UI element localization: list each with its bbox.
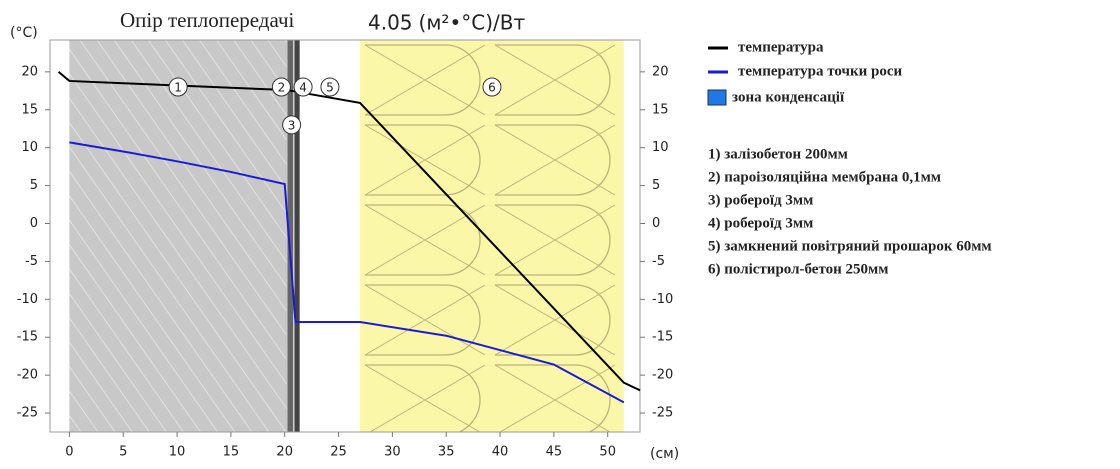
plot-frame — [49, 39, 641, 433]
x-tick-label: 45 — [546, 445, 563, 460]
layer-marker — [293, 77, 313, 97]
layer-marker-label: 4 — [299, 81, 307, 95]
series-line — [69, 141, 625, 404]
layer-marker-label: 3 — [288, 118, 296, 132]
layer — [286, 40, 288, 432]
y2-tick-label: 15 — [652, 102, 669, 117]
y2-tick-label: -5 — [652, 254, 665, 269]
legend-swatch — [707, 89, 727, 106]
x-tick-label: 0 — [65, 445, 73, 460]
y2-tick-label: -25 — [652, 406, 673, 421]
y-tick-label: 10 — [21, 140, 38, 155]
legend-label: температура — [738, 39, 824, 55]
y2-tick-label: 20 — [652, 64, 669, 79]
legend-label: зона конденсації — [732, 89, 845, 105]
layer-description: 2) пароізоляційна мембрана 0,1мм — [708, 169, 941, 185]
y-tick-label: -15 — [17, 330, 38, 345]
y-tick-label: -25 — [17, 406, 38, 421]
y-tick-label: 20 — [21, 64, 38, 79]
layer — [299, 40, 361, 432]
y-tick-label: -20 — [17, 368, 38, 383]
plot-area — [69, 40, 624, 432]
layer-pattern — [360, 40, 624, 432]
y-axis-label: (°C) — [10, 25, 38, 41]
x-tick-label: 40 — [492, 445, 509, 460]
x-tick-label: 20 — [276, 445, 293, 460]
layer-description: 5) замкнений повітряний прошарок 60мм — [708, 238, 992, 254]
y2-tick-label: -10 — [652, 292, 673, 307]
layer-marker — [320, 77, 340, 97]
y-tick-label: 15 — [21, 102, 38, 117]
layer-marker — [271, 77, 291, 97]
layer-marker-label: 6 — [488, 81, 496, 95]
y2-tick-label: 0 — [652, 216, 660, 231]
x-tick-label: 35 — [438, 445, 455, 460]
layer-description: 6) полістирол-бетон 250мм — [708, 261, 888, 277]
y-tick-label: -10 — [17, 292, 38, 307]
resistance-value: 4.05 — [368, 11, 413, 35]
x-axis-label: (см) — [650, 446, 679, 462]
y2-tick-label: 5 — [652, 178, 660, 193]
y2-tick-label: -20 — [652, 368, 673, 383]
layer-marker-label: 5 — [326, 81, 334, 95]
layer-marker-label: 1 — [174, 81, 182, 95]
layer-hatch — [69, 40, 287, 432]
x-tick-label: 15 — [223, 445, 240, 460]
series-line — [57, 71, 641, 392]
y-tick-label: 0 — [30, 216, 38, 231]
layer-description: 1) залізобетон 200мм — [708, 146, 848, 162]
layer-marker — [168, 77, 188, 97]
layer-marker-label: 2 — [278, 81, 286, 95]
layer-description: 4) робероїд 3мм — [708, 215, 813, 231]
layer-marker — [282, 115, 302, 135]
y-tick-label: -5 — [25, 254, 38, 269]
legend-label: температура точки роси — [738, 63, 903, 79]
resistance-unit: (м²•°C)/Вт — [419, 11, 526, 35]
layer — [287, 40, 294, 432]
x-tick-label: 5 — [119, 445, 127, 460]
y2-tick-label: 10 — [652, 140, 669, 155]
x-tick-label: 50 — [599, 445, 616, 460]
x-tick-label: 30 — [384, 445, 401, 460]
y2-tick-label: -15 — [652, 330, 673, 345]
layer-marker — [482, 77, 502, 97]
x-tick-label: 25 — [330, 445, 347, 460]
x-tick-label: 10 — [169, 445, 186, 460]
layer-description: 3) робероїд 3мм — [708, 192, 813, 208]
layer — [294, 40, 300, 432]
chart-title: Опір теплопередачі — [120, 8, 295, 32]
y-tick-label: 5 — [30, 178, 38, 193]
